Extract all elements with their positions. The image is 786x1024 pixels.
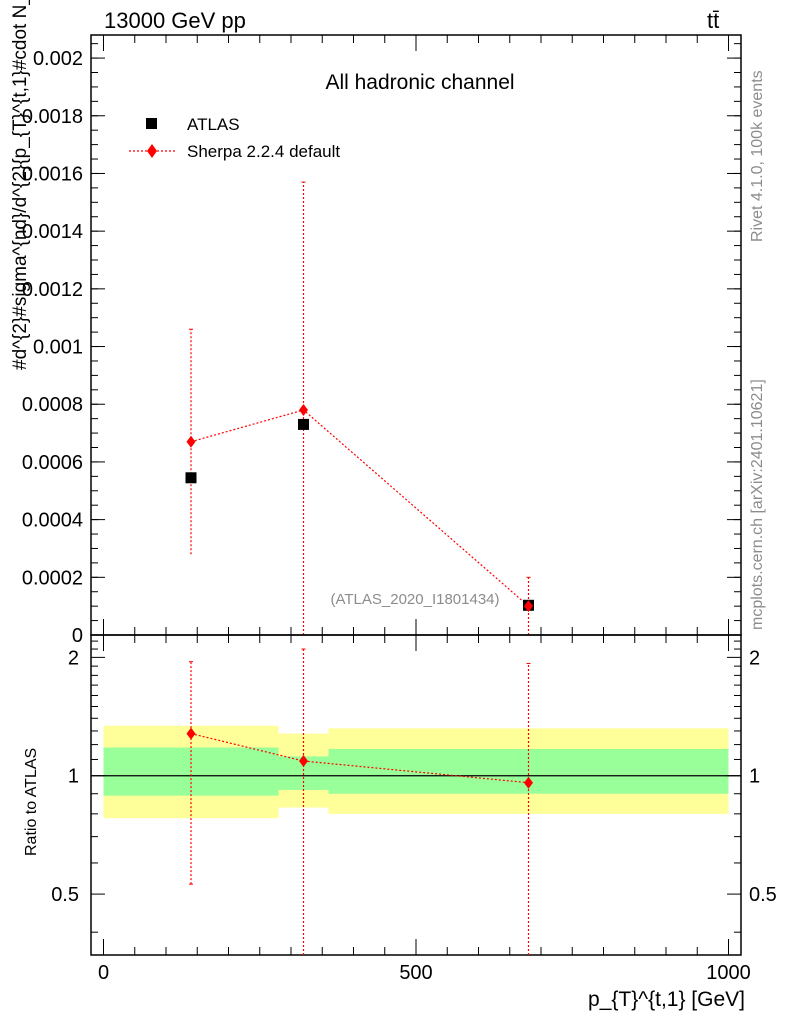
ratio-sherpa-point (299, 755, 308, 768)
header-process-label: tt̄ (707, 8, 719, 33)
chart-title: All hadronic channel (325, 71, 514, 94)
ratio-sherpa-point (186, 727, 196, 740)
ratio-y-tick-label: 2 (68, 647, 79, 669)
main-y-axis-label: #d^{2}#sigma^{nd}/d^{2}{p_{T}^{t,1}#cdot… (10, 0, 31, 370)
sherpa-series-line (190, 409, 529, 607)
x-tick-label: 0 (98, 962, 109, 984)
x-tick-label: 1000 (706, 962, 751, 984)
header-energy-label: 13000 GeV pp (104, 8, 246, 33)
sherpa-data-point (186, 435, 196, 448)
main-y-tick-label: 0.002 (33, 48, 83, 70)
legend-atlas-label: ATLAS (187, 115, 240, 134)
main-y-tick-label: 0.0004 (22, 510, 83, 532)
mcplots-label: mcplots.cern.ch [arXiv:2401.10621] (749, 379, 766, 630)
main-y-tick-label: 0.0012 (22, 279, 83, 301)
atlas-data-point (298, 418, 309, 430)
legend-sherpa-marker (147, 144, 157, 158)
sherpa-data-point (299, 404, 308, 416)
legend-sherpa-label: Sherpa 2.2.4 default (187, 142, 340, 161)
x-tick-label: 500 (399, 962, 432, 984)
main-y-tick-label: 0.0018 (22, 106, 83, 128)
main-panel: 0 0.0002 0.0004 0.0006 0.0008 0.001 0.0012 0.00… (22, 34, 742, 647)
main-y-tick-label: 0.001 (33, 337, 83, 359)
ratio-y-tick-label-right: 2 (749, 647, 760, 669)
rivet-version-label: Rivet 4.1.0, 100k events (749, 70, 766, 242)
ratio-panel: 0 500 1000 0.5 0.5 1 1 2 2 (51, 634, 777, 984)
main-y-tick-label: 0.0002 (22, 567, 83, 589)
ratio-y-tick-label: 1 (68, 766, 79, 788)
legend: ATLAS Sherpa 2.2.4 default (129, 115, 340, 161)
main-y-tick-label: 0.0016 (22, 163, 83, 185)
main-y-tick-label: 0.0008 (22, 394, 83, 416)
main-y-tick-label: 0 (72, 625, 83, 647)
ratio-y-axis-label: Ratio to ATLAS (23, 748, 40, 856)
analysis-watermark: (ATLAS_2020_I1801434) (330, 591, 499, 608)
x-axis-label: p_{T}^{t,1} [GeV] (588, 988, 745, 1011)
ratio-y-tick-label-right: 1 (749, 766, 760, 788)
legend-atlas-marker (146, 118, 157, 129)
ratio-sherpa-point (524, 776, 533, 789)
sherpa-data-point (524, 600, 533, 613)
ratio-y-tick-label: 0.5 (51, 884, 79, 906)
ratio-y-tick-label-right: 0.5 (749, 884, 777, 906)
main-y-tick-label: 0.0014 (22, 221, 83, 243)
main-y-tick-label: 0.0006 (22, 452, 83, 474)
atlas-data-point (185, 472, 197, 484)
